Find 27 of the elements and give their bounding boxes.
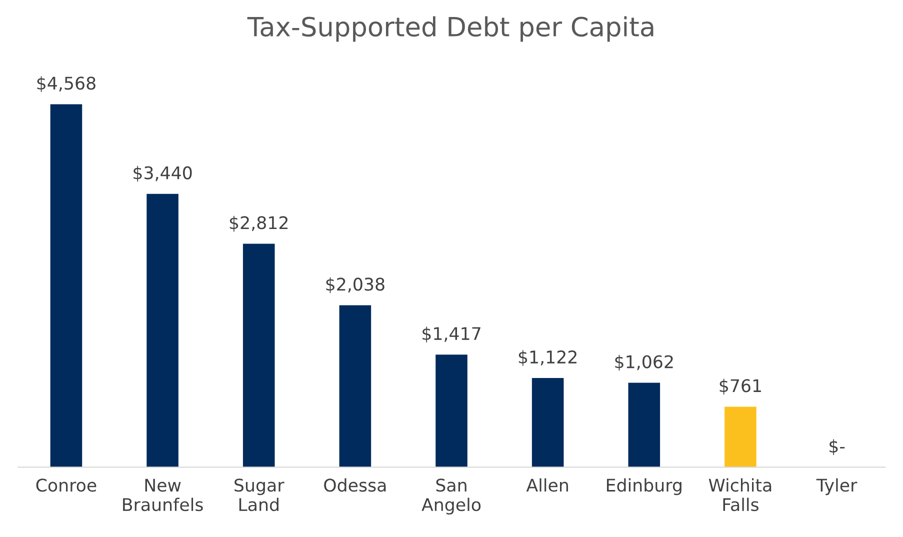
chart-title: Tax-Supported Debt per Capita: [247, 16, 654, 42]
data-label: $1,417: [422, 326, 480, 342]
x-tick-label: Allen: [526, 478, 568, 492]
x-tick-label: New Braunfels: [123, 478, 203, 512]
x-tick-label: Sugar Land: [234, 478, 284, 512]
x-tick-label: Odessa: [324, 478, 386, 492]
x-tick-label: San Angelo: [422, 478, 481, 515]
bar: [724, 406, 756, 468]
bar: [532, 378, 564, 468]
data-label: $2,038: [326, 277, 384, 294]
data-label: $3,440: [134, 166, 192, 182]
bar: [628, 382, 660, 468]
data-label: $1,062: [615, 354, 673, 371]
bar: [242, 244, 275, 468]
bar: [50, 104, 82, 468]
data-label: $761: [720, 378, 761, 395]
x-tick-label: Edinburg: [606, 478, 682, 496]
x-tick-label: Tyler: [816, 478, 858, 496]
x-tick-label: Wichita Falls: [708, 478, 772, 512]
data-label: $-: [830, 439, 845, 456]
data-label: $4,568: [37, 76, 96, 92]
bar: [146, 194, 178, 468]
data-label: $1,122: [518, 350, 576, 366]
x-tick-label: Conroe: [36, 478, 96, 492]
bar: [436, 354, 468, 468]
data-label: $2,812: [230, 216, 288, 232]
bar: [339, 305, 372, 468]
